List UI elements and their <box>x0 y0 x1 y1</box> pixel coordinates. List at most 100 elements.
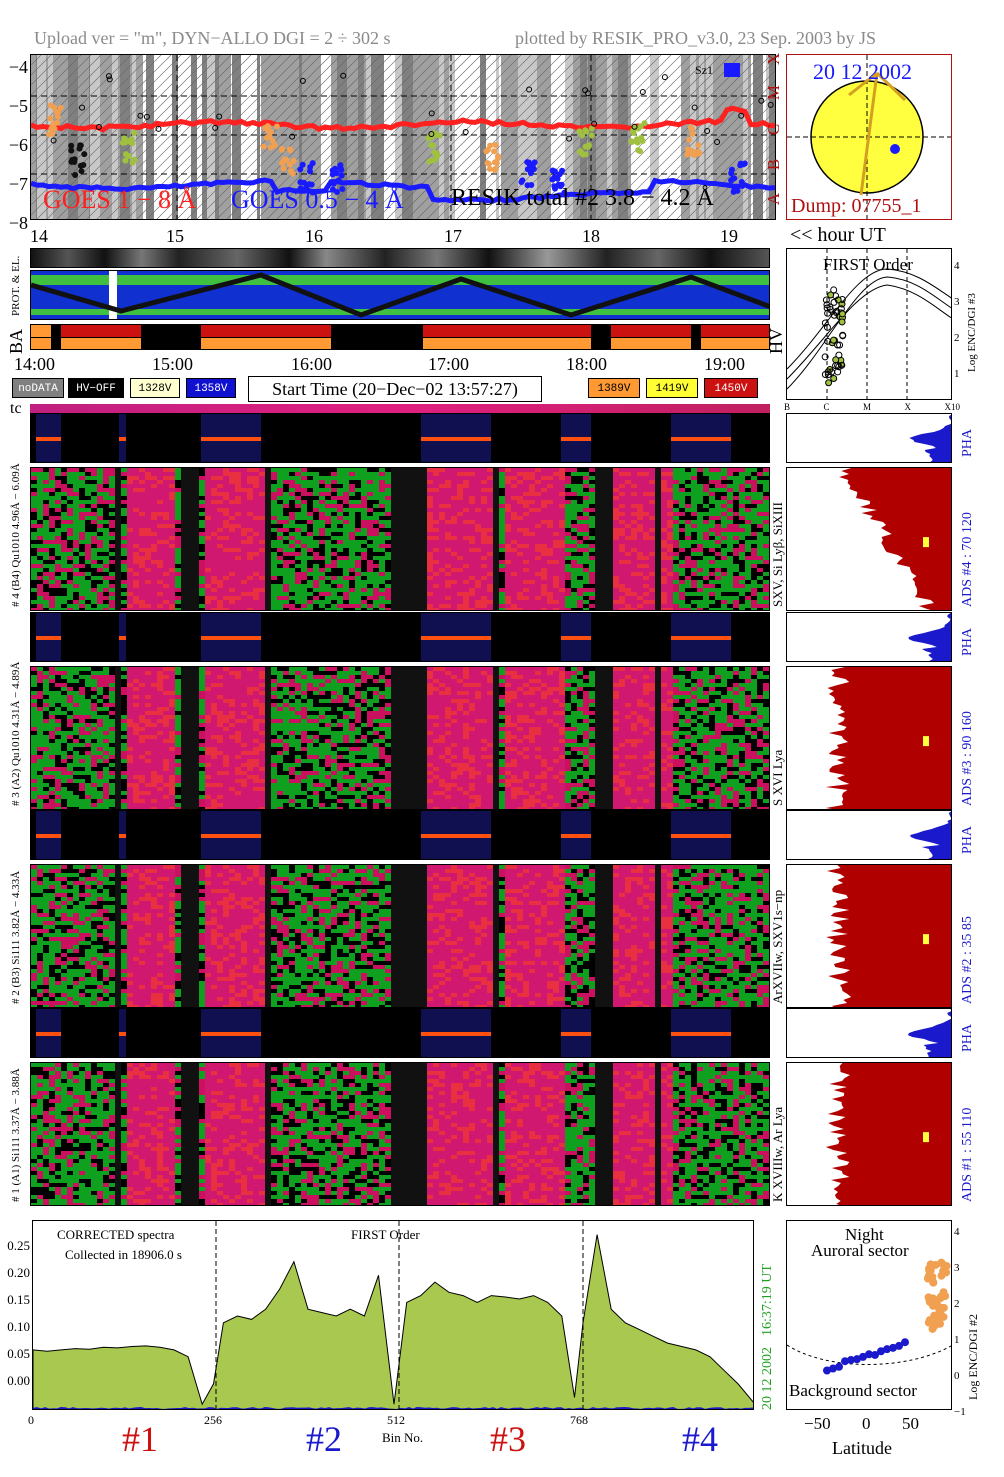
badge-nodata: noDATA <box>12 378 64 398</box>
spectrum-note3: FIRST Order <box>351 1227 420 1242</box>
channel-image <box>30 467 770 611</box>
hour-tick: 15 <box>166 226 184 246</box>
sector-1-label: #1 <box>122 1419 158 1459</box>
lat-auroral: Auroral sector <box>811 1241 909 1260</box>
ba-hv-panel <box>30 324 770 350</box>
ads-label: ADS #3 : 90 160 <box>960 711 975 806</box>
ba-hv-plot <box>31 325 769 349</box>
badge-label: 1450V <box>714 383 748 395</box>
badge-1328v: 1328V <box>130 378 180 398</box>
spec-ytick: 0.10 <box>7 1319 30 1334</box>
pointing-strip <box>30 248 770 268</box>
pha-strip <box>30 413 770 463</box>
goes05-legend: GOES 0.5 − 4 Å <box>231 185 404 214</box>
time-tick: 15:00 <box>152 354 194 374</box>
ba-label: BA <box>6 328 26 354</box>
goes-ytick: −6 <box>8 135 28 155</box>
badge-hv-off: HV−OFF <box>68 378 124 398</box>
hour-ut-label: << hour UT <box>790 224 886 246</box>
spec-ytick: 0.20 <box>7 1265 30 1280</box>
plot-credit: plotted by RESIK_PRO_v3.0, 23 Sep. 2003 … <box>515 28 877 48</box>
first-order-plot <box>787 249 951 399</box>
spec-xtick: 0 <box>28 1413 34 1427</box>
pha-histogram <box>786 612 952 662</box>
sun-date: 20 12 2002 <box>813 59 912 84</box>
sun-panel: 20 12 2002 Dump: 07755_1 <box>786 54 952 220</box>
spectrum-note1: CORRECTED spectra <box>57 1227 175 1242</box>
badge-label: HV−OFF <box>76 383 116 395</box>
spectrum-yticks: 0.25 0.20 0.15 0.10 0.05 0.00 <box>0 1232 30 1394</box>
channel-image <box>30 864 770 1008</box>
hour-tick: 19 <box>720 226 738 246</box>
sector-4-label: #4 <box>682 1419 718 1459</box>
hv-label: HV <box>766 328 786 354</box>
fo-xtick: X <box>904 402 912 412</box>
spectrum-note2: Collected in 18906.0 s <box>65 1247 182 1262</box>
spec-ytick: 0.15 <box>7 1292 30 1307</box>
badge-label: noDATA <box>18 383 58 395</box>
latitude-panel: Night Auroral sector Background sector <box>786 1220 952 1410</box>
channel-label: # 4 (B4) Qu1010 4.96Å − 6.09Å <box>10 463 22 607</box>
goes1-curve <box>31 105 775 133</box>
sun-plot <box>787 55 951 219</box>
lat-ytick: −1 <box>954 1406 966 1418</box>
time-tick: 14:00 <box>14 354 56 374</box>
pha-strip <box>30 1008 770 1058</box>
ads-histogram <box>786 467 952 611</box>
lat-yticks: 4 3 2 1 0 −1 <box>954 1214 966 1430</box>
channel-label: # 2 (B3) Si111 3.82Å − 4.33Å <box>10 870 22 1004</box>
resik-legend: RESIK total #2 3.8 − 4.2 Å <box>451 185 714 211</box>
time-tick: 16:00 <box>291 354 333 374</box>
pha-histogram <box>786 810 952 860</box>
orbit-arrow <box>859 72 879 196</box>
fo-ytick: 1 <box>954 368 960 380</box>
goes-grey-bands <box>31 55 775 219</box>
first-order-panel: FIRST Order <box>786 248 952 400</box>
lat-ytick: 2 <box>954 1298 960 1310</box>
pha-label: PHA <box>960 627 975 656</box>
channel-label: # 3 (A2) Qu1010 4.31Å − 4.89Å <box>10 661 22 806</box>
first-order-points <box>821 286 847 387</box>
hour-tick: 14 <box>30 226 48 246</box>
lines-label: SXV, Si Lyβ, SiXIII <box>770 502 785 607</box>
goes-resik-points <box>46 72 774 196</box>
fo-xtick: X10 <box>944 402 960 412</box>
goes05-curve <box>31 177 775 204</box>
first-order-ylabel: Log ENC/DGI #3 <box>966 293 978 372</box>
spectrum-panel: CORRECTED spectra Collected in 18906.0 s… <box>32 1220 754 1410</box>
lines-label: S XVI Lya <box>770 749 785 806</box>
tc-bar <box>30 404 770 413</box>
channel-image <box>30 666 770 810</box>
fo-ytick: 2 <box>954 332 960 344</box>
spec-xtick: 512 <box>387 1413 405 1427</box>
sector-2-label: #2 <box>306 1419 342 1459</box>
sector-3-label: #3 <box>490 1419 526 1459</box>
badge-label: 1419V <box>655 383 689 395</box>
lat-ytick: 4 <box>954 1226 960 1238</box>
goes-ytick: −8 <box>8 213 28 233</box>
lat-ytick: 1 <box>954 1334 960 1346</box>
goes-panel: Sz1 GOES 1 − 8 Å GOES 0.5 − 4 Å RESIK to… <box>30 54 776 220</box>
ads-histogram <box>786 864 952 1008</box>
hour-tick: 16 <box>305 226 323 246</box>
start-time: Start Time (20−Dec−02 13:57:27) <box>248 376 542 402</box>
fo-xtick: B <box>784 402 791 412</box>
badge-label: 1389V <box>597 383 631 395</box>
prot-zigzag <box>31 272 769 318</box>
first-order-yticks: 4 3 2 1 <box>954 248 960 392</box>
fo-xtick: M <box>863 402 872 412</box>
pha-label: PHA <box>960 825 975 854</box>
spec-xtick: 256 <box>204 1413 222 1427</box>
fo-ytick: 4 <box>954 260 960 272</box>
spectrum-xlabel: Bin No. <box>382 1430 424 1445</box>
hour-tick: 18 <box>582 226 600 246</box>
spectrum-area <box>33 1234 753 1409</box>
fo-ytick: 3 <box>954 296 960 308</box>
goes1-legend: GOES 1 − 8 Å <box>43 185 197 214</box>
tc-label: tc <box>10 400 22 417</box>
pha-label: PHA <box>960 1023 975 1052</box>
spec-ytick: 0.05 <box>7 1346 30 1361</box>
lat-xlabel: Latitude <box>832 1438 892 1458</box>
badge-1450v: 1450V <box>704 378 758 398</box>
prot-el-plot <box>31 271 769 319</box>
